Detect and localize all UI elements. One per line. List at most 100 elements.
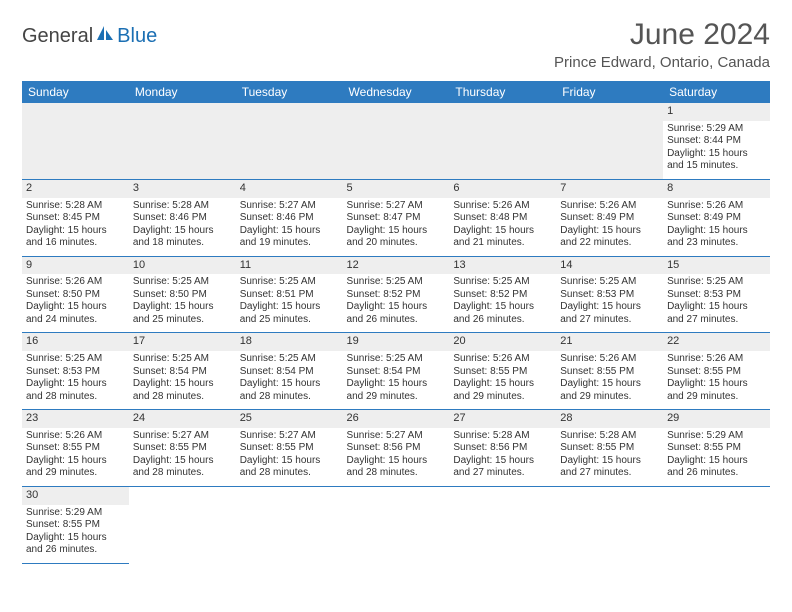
sunrise-line: Sunrise: 5:25 AM bbox=[26, 353, 125, 366]
calendar-page: General Blue June 2024 Prince Edward, On… bbox=[0, 0, 792, 582]
day-number: 14 bbox=[556, 257, 663, 275]
day-number: 15 bbox=[663, 257, 770, 275]
calendar-day-cell bbox=[22, 103, 129, 179]
day-info: Sunrise: 5:27 AMSunset: 8:46 PMDaylight:… bbox=[240, 200, 339, 250]
daylight-line: Daylight: 15 hours and 26 minutes. bbox=[667, 455, 766, 480]
day-number: 17 bbox=[129, 333, 236, 351]
calendar-day-cell: 5 Sunrise: 5:27 AMSunset: 8:47 PMDaylight… bbox=[343, 179, 450, 256]
sunrise-line: Sunrise: 5:28 AM bbox=[453, 430, 552, 443]
calendar-day-cell: 23 Sunrise: 5:26 AMSunset: 8:55 PMDayligh… bbox=[22, 410, 129, 487]
day-info: Sunrise: 5:26 AMSunset: 8:49 PMDaylight:… bbox=[560, 200, 659, 250]
calendar-day-cell: 14Sunrise: 5:25 AMSunset: 8:53 PMDayligh… bbox=[556, 256, 663, 333]
sunrise-line: Sunrise: 5:27 AM bbox=[133, 430, 232, 443]
weekday-header: Sunday bbox=[22, 81, 129, 103]
calendar-day-cell: 12Sunrise: 5:25 AMSunset: 8:52 PMDayligh… bbox=[343, 256, 450, 333]
calendar-day-cell bbox=[663, 486, 770, 563]
logo-text-blue: Blue bbox=[117, 25, 157, 48]
daylight-line: Daylight: 15 hours and 22 minutes. bbox=[560, 225, 659, 250]
calendar-day-cell: 6 Sunrise: 5:26 AMSunset: 8:48 PMDaylight… bbox=[449, 179, 556, 256]
day-info: Sunrise: 5:25 AMSunset: 8:50 PMDaylight:… bbox=[133, 276, 232, 326]
day-number: 24 bbox=[129, 410, 236, 428]
calendar-day-cell: 7Sunrise: 5:26 AMSunset: 8:49 PMDaylight… bbox=[556, 179, 663, 256]
sunset-line: Sunset: 8:55 PM bbox=[26, 519, 125, 532]
day-number: 6 bbox=[449, 180, 556, 198]
sunrise-line: Sunrise: 5:29 AM bbox=[667, 123, 766, 136]
sunset-line: Sunset: 8:54 PM bbox=[240, 366, 339, 379]
calendar-day-cell: 17Sunrise: 5:25 AMSunset: 8:54 PMDayligh… bbox=[129, 333, 236, 410]
daylight-line: Daylight: 15 hours and 18 minutes. bbox=[133, 225, 232, 250]
day-number: 26 bbox=[343, 410, 450, 428]
calendar-day-cell bbox=[449, 486, 556, 563]
month-title: June 2024 bbox=[554, 18, 770, 52]
calendar-week-row: 30Sunrise: 5:29 AMSunset: 8:55 PMDayligh… bbox=[22, 486, 770, 563]
day-number: 27 bbox=[449, 410, 556, 428]
day-info: Sunrise: 5:27 AMSunset: 8:55 PMDaylight:… bbox=[240, 430, 339, 480]
sunset-line: Sunset: 8:55 PM bbox=[667, 442, 766, 455]
calendar-day-cell: 21Sunrise: 5:26 AMSunset: 8:55 PMDayligh… bbox=[556, 333, 663, 410]
sunset-line: Sunset: 8:49 PM bbox=[560, 212, 659, 225]
day-number: 25 bbox=[236, 410, 343, 428]
daylight-line: Daylight: 15 hours and 29 minutes. bbox=[667, 378, 766, 403]
weekday-header: Monday bbox=[129, 81, 236, 103]
day-info: Sunrise: 5:27 AMSunset: 8:47 PMDaylight:… bbox=[347, 200, 446, 250]
sunrise-line: Sunrise: 5:27 AM bbox=[347, 430, 446, 443]
weekday-header: Saturday bbox=[663, 81, 770, 103]
calendar-day-cell: 28Sunrise: 5:28 AMSunset: 8:55 PMDayligh… bbox=[556, 410, 663, 487]
calendar-day-cell bbox=[236, 486, 343, 563]
calendar-day-cell: 26Sunrise: 5:27 AMSunset: 8:56 PMDayligh… bbox=[343, 410, 450, 487]
daylight-line: Daylight: 15 hours and 28 minutes. bbox=[240, 455, 339, 480]
day-info: Sunrise: 5:26 AMSunset: 8:48 PMDaylight:… bbox=[453, 200, 552, 250]
calendar-day-cell: 2Sunrise: 5:28 AMSunset: 8:45 PMDaylight… bbox=[22, 179, 129, 256]
calendar-day-cell: 18Sunrise: 5:25 AMSunset: 8:54 PMDayligh… bbox=[236, 333, 343, 410]
sunrise-line: Sunrise: 5:27 AM bbox=[240, 430, 339, 443]
sunset-line: Sunset: 8:55 PM bbox=[560, 442, 659, 455]
header: General Blue June 2024 Prince Edward, On… bbox=[22, 18, 770, 71]
sunrise-line: Sunrise: 5:26 AM bbox=[453, 200, 552, 213]
day-info: Sunrise: 5:28 AMSunset: 8:56 PMDaylight:… bbox=[453, 430, 552, 480]
calendar-day-cell: 13Sunrise: 5:25 AMSunset: 8:52 PMDayligh… bbox=[449, 256, 556, 333]
day-number: 21 bbox=[556, 333, 663, 351]
day-number: 4 bbox=[236, 180, 343, 198]
calendar-day-cell bbox=[129, 486, 236, 563]
title-block: June 2024 Prince Edward, Ontario, Canada bbox=[554, 18, 770, 71]
daylight-line: Daylight: 15 hours and 21 minutes. bbox=[453, 225, 552, 250]
logo: General Blue bbox=[22, 18, 157, 48]
day-number: 1 bbox=[663, 103, 770, 121]
calendar-day-cell bbox=[556, 103, 663, 179]
day-info: Sunrise: 5:25 AMSunset: 8:53 PMDaylight:… bbox=[667, 276, 766, 326]
sunrise-line: Sunrise: 5:25 AM bbox=[667, 276, 766, 289]
calendar-day-cell: 9Sunrise: 5:26 AMSunset: 8:50 PMDaylight… bbox=[22, 256, 129, 333]
weekday-header: Friday bbox=[556, 81, 663, 103]
sunset-line: Sunset: 8:47 PM bbox=[347, 212, 446, 225]
sunset-line: Sunset: 8:45 PM bbox=[26, 212, 125, 225]
daylight-line: Daylight: 15 hours and 26 minutes. bbox=[26, 532, 125, 557]
sunrise-line: Sunrise: 5:26 AM bbox=[560, 200, 659, 213]
sail-icon bbox=[95, 24, 115, 48]
calendar-table: Sunday Monday Tuesday Wednesday Thursday… bbox=[22, 81, 770, 564]
sunrise-line: Sunrise: 5:26 AM bbox=[26, 430, 125, 443]
calendar-day-cell bbox=[343, 486, 450, 563]
sunset-line: Sunset: 8:55 PM bbox=[560, 366, 659, 379]
calendar-day-cell: 20Sunrise: 5:26 AMSunset: 8:55 PMDayligh… bbox=[449, 333, 556, 410]
sunset-line: Sunset: 8:53 PM bbox=[667, 289, 766, 302]
day-number: 13 bbox=[449, 257, 556, 275]
day-info: Sunrise: 5:26 AMSunset: 8:55 PMDaylight:… bbox=[26, 430, 125, 480]
sunrise-line: Sunrise: 5:26 AM bbox=[26, 276, 125, 289]
sunset-line: Sunset: 8:50 PM bbox=[26, 289, 125, 302]
day-number: 22 bbox=[663, 333, 770, 351]
sunrise-line: Sunrise: 5:25 AM bbox=[240, 353, 339, 366]
sunrise-line: Sunrise: 5:26 AM bbox=[560, 353, 659, 366]
sunrise-line: Sunrise: 5:27 AM bbox=[347, 200, 446, 213]
weekday-header-row: Sunday Monday Tuesday Wednesday Thursday… bbox=[22, 81, 770, 103]
day-info: Sunrise: 5:27 AMSunset: 8:55 PMDaylight:… bbox=[133, 430, 232, 480]
day-info: Sunrise: 5:25 AMSunset: 8:53 PMDaylight:… bbox=[560, 276, 659, 326]
sunrise-line: Sunrise: 5:25 AM bbox=[453, 276, 552, 289]
day-info: Sunrise: 5:26 AMSunset: 8:49 PMDaylight:… bbox=[667, 200, 766, 250]
calendar-day-cell: 16Sunrise: 5:25 AMSunset: 8:53 PMDayligh… bbox=[22, 333, 129, 410]
day-number: 23 bbox=[22, 410, 129, 428]
day-info: Sunrise: 5:25 AMSunset: 8:52 PMDaylight:… bbox=[347, 276, 446, 326]
daylight-line: Daylight: 15 hours and 19 minutes. bbox=[240, 225, 339, 250]
day-info: Sunrise: 5:25 AMSunset: 8:52 PMDaylight:… bbox=[453, 276, 552, 326]
day-number: 5 bbox=[343, 180, 450, 198]
sunset-line: Sunset: 8:53 PM bbox=[560, 289, 659, 302]
